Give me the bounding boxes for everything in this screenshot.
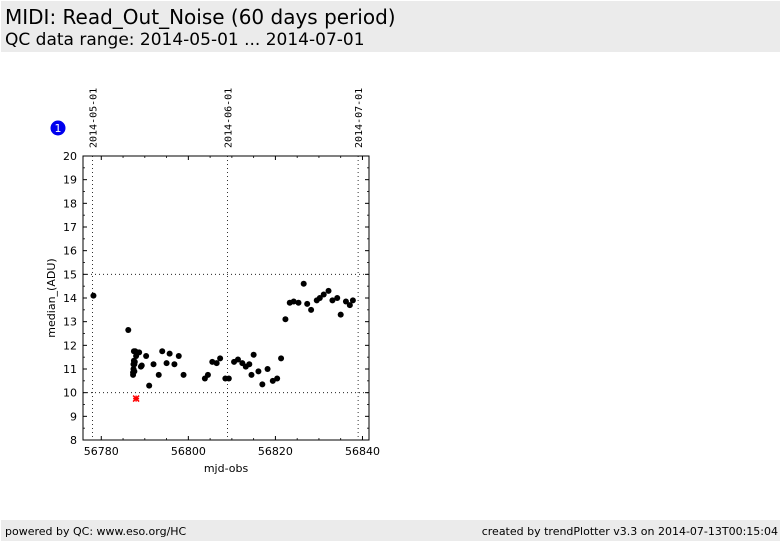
data-point: [150, 361, 157, 368]
data-point: [342, 298, 349, 305]
data-point: [300, 280, 307, 287]
data-point: [155, 371, 162, 378]
data-point: [346, 302, 353, 309]
x-axis-label: mjd-obs: [204, 462, 249, 475]
data-point: [316, 295, 323, 301]
data-point: [125, 326, 132, 333]
data-point: [180, 371, 187, 378]
data-point: [329, 297, 336, 304]
powered-by-text: powered by QC: www.eso.org/HC: [5, 525, 187, 538]
outlier-point: [132, 395, 140, 403]
x-tick-label: 56780: [84, 445, 119, 458]
y-tick-label: 11: [63, 363, 77, 376]
y-axis-label: median_(ADU): [45, 258, 58, 337]
data-point: [264, 366, 271, 372]
y-tick-label: 17: [63, 221, 77, 234]
y-tick-label: 13: [63, 316, 77, 329]
data-point: [308, 306, 315, 313]
data-point: [204, 371, 211, 378]
data-point: [217, 355, 224, 362]
report-footer: powered by QC: www.eso.org/HC created by…: [1, 520, 780, 541]
data-point: [159, 348, 166, 355]
data-point: [295, 299, 302, 306]
data-point: [166, 350, 173, 357]
qc-data-range: QC data range: 2014-05-01 ... 2014-07-01: [5, 30, 365, 50]
data-point: [246, 361, 253, 368]
date-label: 2014-05-01: [89, 88, 100, 148]
data-point: [175, 352, 182, 359]
data-point: [325, 287, 332, 294]
y-tick-label: 12: [63, 339, 77, 352]
data-point: [282, 316, 289, 323]
data-point: [349, 297, 356, 304]
data-point: [250, 351, 257, 358]
data-point: [143, 352, 150, 359]
data-point: [337, 311, 344, 318]
data-point: [146, 382, 153, 389]
data-point: [213, 360, 220, 367]
y-tick-label: 14: [63, 292, 77, 305]
plot-area: 2014-05-01 2014-06-01 2014-07-01 8 9 10 11 12 13…: [45, 88, 380, 475]
report-header: MIDI: Read_Out_Noise (60 days period) QC…: [1, 1, 780, 52]
data-point: [138, 362, 145, 369]
y-tick-label: 16: [63, 245, 77, 258]
data-point: [131, 368, 138, 375]
badge-circle: [49, 119, 67, 137]
data-point: [234, 356, 241, 363]
created-by-text: created by trendPlotter v3.3 on 2014-07-…: [481, 525, 778, 538]
data-point: [131, 358, 138, 365]
data-point: [334, 295, 341, 301]
data-point: [163, 360, 170, 367]
plot-marker-badge: 1: [49, 119, 67, 137]
y-tick-label: 15: [63, 268, 77, 281]
y-tick-label: 10: [63, 387, 77, 400]
report-title: MIDI: Read_Out_Noise (60 days period): [5, 5, 396, 29]
y-tick-label: 19: [63, 174, 77, 187]
data-point: [304, 300, 311, 307]
y-tick-label: 8: [70, 434, 77, 447]
y-tick-label: 20: [63, 150, 77, 163]
x-tick-label: 56840: [345, 445, 380, 458]
data-point: [274, 375, 281, 382]
x-tick-label: 56800: [171, 445, 206, 458]
badge-number: 1: [55, 122, 62, 135]
outlier-stroke: [132, 395, 140, 403]
data-point: [90, 292, 97, 299]
date-label: 2014-07-01: [354, 88, 365, 148]
plot-frame: [82, 155, 370, 441]
x-tick-label: 56820: [258, 445, 293, 458]
data-point: [320, 291, 327, 298]
data-point: [225, 375, 232, 382]
data-point: [136, 349, 143, 356]
data-point: [278, 355, 285, 362]
date-label: 2014-06-01: [224, 88, 235, 148]
data-point: [290, 298, 297, 305]
y-tick-label: 18: [63, 197, 77, 210]
y-tick-label: 9: [70, 410, 77, 423]
data-point: [255, 368, 262, 375]
data-point: [248, 371, 255, 378]
data-point: [171, 361, 178, 368]
data-point: [259, 381, 266, 388]
